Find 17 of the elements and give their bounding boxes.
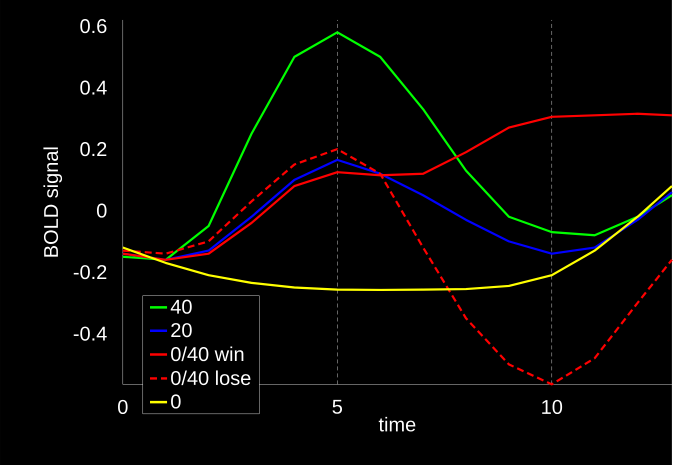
- legend-label: 40: [170, 300, 192, 314]
- x-tick-label: 5: [332, 400, 342, 414]
- y-tick-label: 0.2: [80, 142, 106, 156]
- y-tick-label: -0.4: [74, 326, 107, 341]
- y-tick-label: 0.6: [80, 18, 106, 34]
- y-tick-label: 0: [96, 203, 107, 218]
- y-axis-title: BOLD signal: [43, 147, 62, 256]
- y-tick-label: 0.4: [80, 80, 107, 95]
- legend-label: 20: [171, 322, 192, 338]
- legend-label: 0/40 lose: [171, 370, 250, 385]
- x-tick-label: 10: [542, 400, 562, 414]
- x-axis-title: time: [378, 416, 416, 432]
- line-series: [122, 184, 673, 291]
- legend-label: 0/40 win: [171, 346, 244, 362]
- x-tick-label: 0: [118, 400, 128, 414]
- line-series: [122, 31, 673, 261]
- y-tick-label: -0.2: [74, 264, 106, 280]
